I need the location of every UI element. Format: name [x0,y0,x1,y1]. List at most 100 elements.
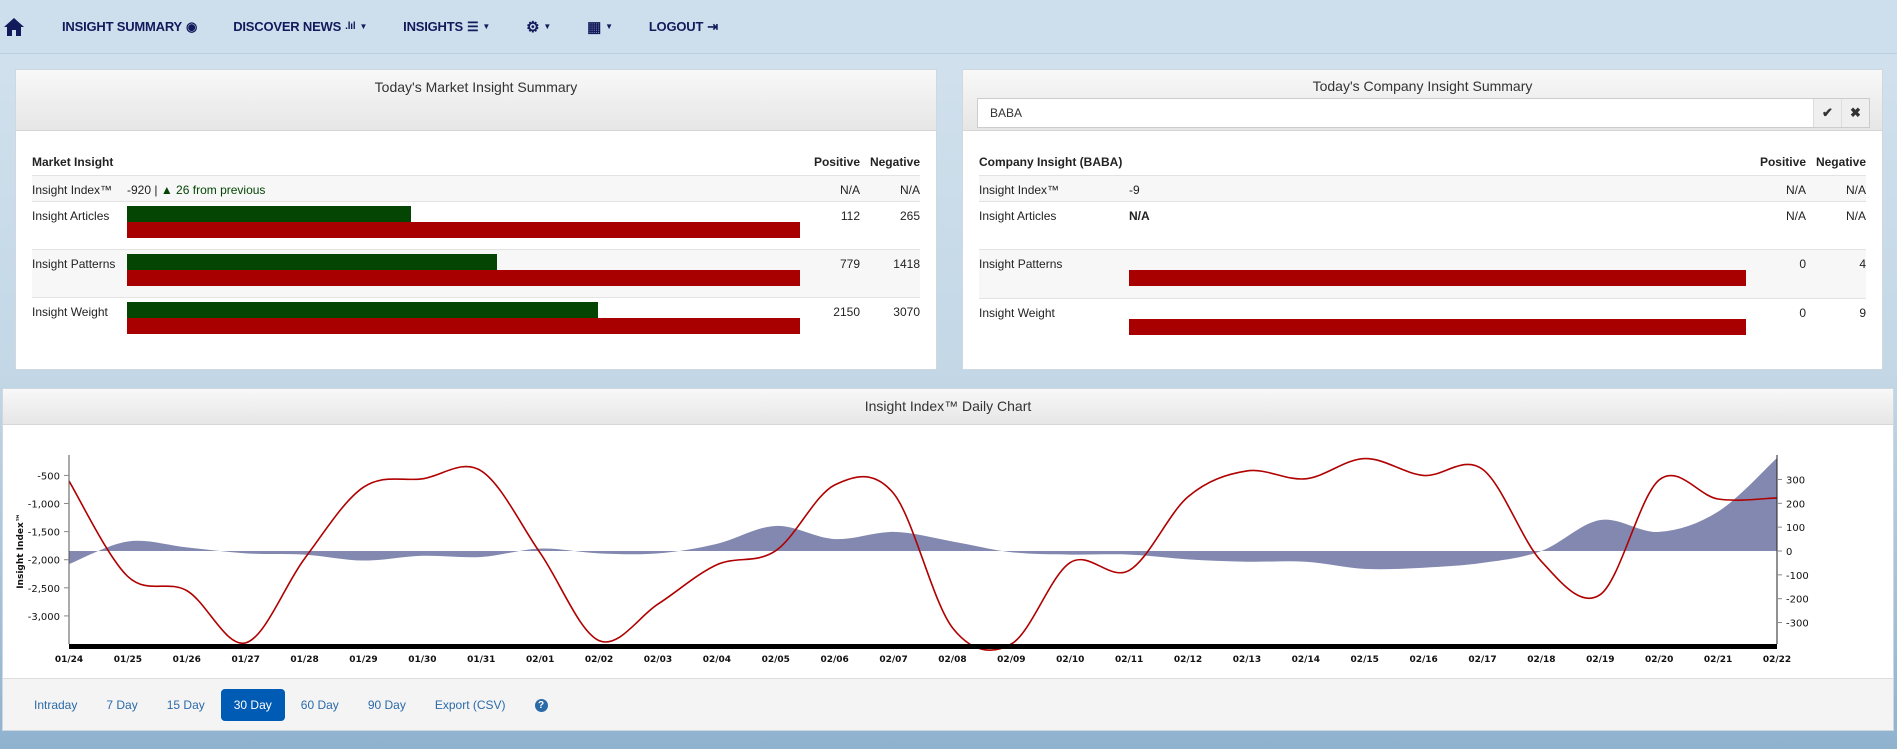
x-tick-label: 02/12 [1174,655,1202,665]
logout-icon: ⇥ [707,18,718,34]
index-change: ▲ 26 from previous [160,183,266,197]
y2-tick-label: -300 [1786,619,1809,630]
x-tick-label: 02/13 [1233,655,1261,665]
nav-insights[interactable]: INSIGHTS ☰ ▼ [403,18,491,35]
x-tick-label: 01/27 [232,655,260,665]
tab-90-day[interactable]: 90 Day [367,697,406,712]
x-tick-label: 02/19 [1586,655,1614,665]
negative-bar [1129,270,1746,286]
caret-icon: ▼ [359,22,368,31]
x-tick-label: 02/17 [1468,655,1496,665]
market-summary-panel: Today's Market Insight Summary Market In… [15,69,937,370]
tab-7-day[interactable]: 7 Day [106,697,138,712]
market-row: Insight Patterns 779 1418 [32,249,920,297]
negative-bar [127,222,800,238]
positive-header: Positive [1759,155,1806,169]
clear-button[interactable]: ✖ [1841,99,1869,127]
market-index-row: Insight Index™ -920 | ▲ 26 from previous… [32,175,920,201]
caret-icon: ▼ [543,22,552,31]
tab-60-day[interactable]: 60 Day [300,697,339,712]
bar-pair [127,250,920,286]
bar-pair [1129,299,1801,335]
y2-tick-label: 300 [1786,475,1805,486]
gear-icon: ⚙ [526,18,540,36]
negative-bar [1129,319,1746,335]
x-tick-label: 02/09 [997,655,1025,665]
x-tick-label: 01/25 [114,655,142,665]
x-tick-label: 01/29 [349,655,377,665]
negative-header: Negative [1815,155,1866,169]
ticker-input[interactable] [978,99,1813,127]
x-tick-label: 02/03 [644,655,672,665]
company-index-row: Insight Index™ -9 N/A N/A [979,175,1866,201]
x-tick-label: 02/01 [526,655,554,665]
x-tick-label: 02/22 [1763,655,1791,665]
y-tick-label: -1,000 [28,500,60,511]
nav-apps[interactable]: ▦ ▼ [587,18,613,36]
x-tick-label: 01/24 [55,655,83,665]
nav-insight-summary[interactable]: INSIGHT SUMMARY ◉ [62,18,198,35]
x-tick-label: 02/11 [1115,655,1143,665]
confirm-button[interactable]: ✔ [1813,99,1841,127]
insight-index-chart: -500 -1,000 -1,500 -2,000 -2,500 -3,000 300 200… [16,455,1809,665]
x-tick-label: 02/18 [1527,655,1555,665]
bar-pair [1129,250,1801,286]
y2-tick-label: 0 [1786,547,1792,558]
list-icon: ☰ [466,18,479,34]
y2-tick-label: -200 [1786,595,1809,606]
x-tick-label: 02/05 [762,655,790,665]
x-tick-label: 02/20 [1645,655,1673,665]
bar-pair [127,298,920,334]
nav-settings[interactable]: ⚙ ▼ [526,18,551,36]
top-nav: INSIGHT SUMMARY ◉ DISCOVER NEWS .lıl ▼ INSI… [0,0,1897,54]
tab-15-day[interactable]: 15 Day [166,697,205,712]
negative-bar [127,270,800,286]
y-axis-label: Insight Index™ [16,513,26,589]
x-tick-label: 01/31 [467,655,495,665]
tab-export-csv[interactable]: Export (CSV) [434,697,506,712]
positive-bar [127,206,412,222]
nav-logout[interactable]: LOGOUT ⇥ [648,18,718,35]
company-col-header: Company Insight (BABA) [979,155,1123,169]
bar-pair [127,202,920,238]
close-icon: ✖ [1850,105,1861,120]
x-tick-label: 02/04 [703,655,731,665]
question-circle-icon: ? [534,699,548,712]
caret-icon: ▼ [605,22,613,31]
x-tick-label: 01/26 [173,655,201,665]
y-tick-label: -2,000 [28,556,60,567]
company-summary-panel: Today's Company Insight Summary ✔ ✖ Comp… [962,69,1883,370]
help-button[interactable]: ? [522,688,561,721]
chart-title: Insight Index™ Daily Chart [3,389,1893,425]
y2-tick-label: 100 [1786,523,1805,534]
x-tick-label: 02/14 [1292,655,1320,665]
x-tick-label: 02/08 [938,655,966,665]
negative-header: Negative [869,155,920,169]
company-row: Insight Weight 0 9 [979,298,1866,347]
tab-30-day[interactable]: 30 Day [220,688,285,721]
company-index-area [69,458,1777,570]
x-axis [69,644,1777,649]
x-tick-label: 02/07 [879,655,907,665]
range-tabs: Intraday 7 Day 15 Day 30 Day 60 Day 90 Day Exp… [3,678,1893,730]
market-row: Insight Articles 112 265 [32,201,920,249]
x-tick-label: 01/28 [290,655,318,665]
home-link[interactable] [4,17,24,36]
y2-tick-label: -100 [1786,571,1809,582]
market-row: Insight Weight 2150 3070 [32,297,920,345]
daily-chart-panel: Insight Index™ Daily Chart -500 -1,000 -1,… [2,388,1894,731]
x-tick-label: 02/06 [820,655,848,665]
x-tick-label: 02/16 [1409,655,1437,665]
company-summary-title: Today's Company Insight Summary [1312,78,1533,94]
tab-intraday[interactable]: Intraday [34,697,78,712]
x-tick-label: 01/30 [408,655,436,665]
y2-tick-label: 200 [1786,499,1805,510]
nav-discover-news[interactable]: DISCOVER NEWS .lıl ▼ [233,19,368,34]
y-tick-label: -3,000 [28,612,60,623]
company-articles-row: Insight Articles N/A N/A N/A [979,201,1866,249]
negative-bar [127,318,800,334]
x-tick-label: 02/15 [1351,655,1379,665]
positive-header: Positive [813,155,860,169]
positive-bar [127,302,599,318]
check-icon: ✔ [1822,105,1833,120]
